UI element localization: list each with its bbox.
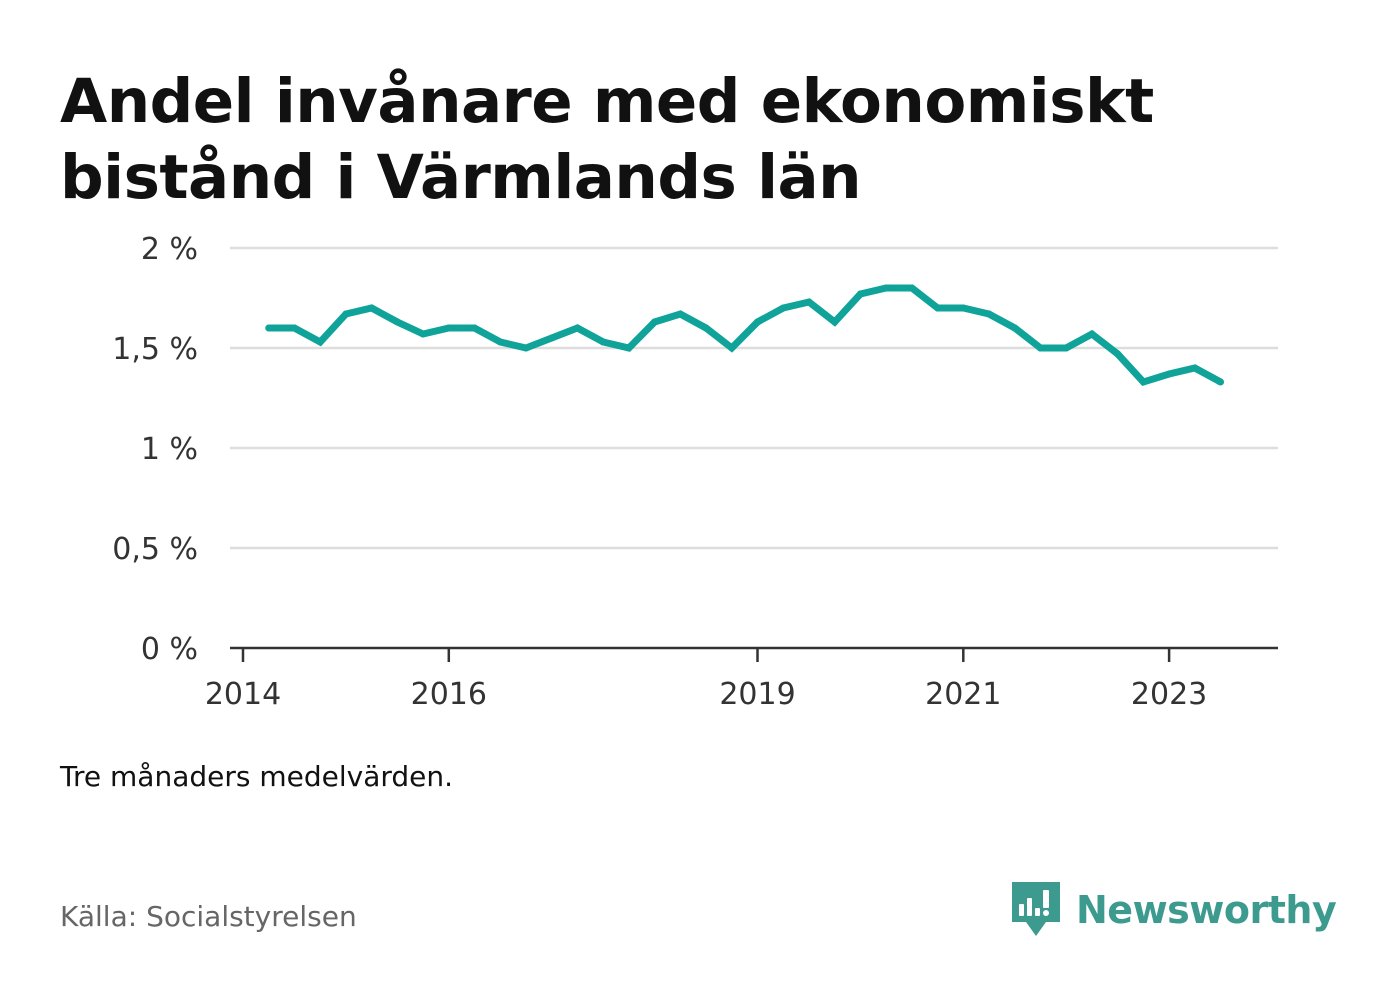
x-axis: 2014 2016 2019 2021 2023 [205,646,1278,712]
data-point [908,284,916,292]
newsworthy-logo-icon [1012,882,1060,936]
x-tick-label: 2016 [411,677,487,712]
data-point [625,344,633,352]
data-point [393,318,401,326]
x-tick-label: 2019 [719,677,795,712]
x-tick-label: 2014 [205,677,281,712]
x-tick-label: 2023 [1131,677,1207,712]
data-point [651,318,659,326]
y-tick-label: 0,5 % [112,532,198,567]
data-point [316,338,324,346]
data-point [573,324,581,332]
data-point [1191,364,1199,372]
data-point [265,324,273,332]
data-point [676,310,684,318]
data-point [445,324,453,332]
data-point [779,304,787,312]
gridlines [230,246,1278,550]
chart-footnote: Tre månaders medelvärden. [60,760,454,793]
data-point [754,318,761,326]
data-point [934,304,942,312]
data-point [1062,344,1070,352]
y-axis-labels: 0 % 0,5 % 1 % 1,5 % 2 % [112,232,198,667]
data-point [959,304,967,312]
source-note: Källa: Socialstyrelsen [60,900,357,933]
line-chart: 2014 2016 2019 2021 2023 0 % 0,5 % 1 % 1,5 % 2 % [112,232,1278,712]
x-tick-label: 2021 [925,677,1001,712]
data-point [419,330,427,338]
newsworthy-brand: Newsworthy [1010,880,1337,940]
data-point [471,324,479,332]
data-point [1139,378,1147,386]
data-point [856,290,864,298]
data-point [290,324,298,332]
data-point [831,318,839,326]
series-layer [265,284,1225,387]
brand-name: Newsworthy [1076,888,1337,932]
data-point [805,298,813,306]
data-point [548,334,556,342]
data-point [1217,378,1225,386]
data-point [522,344,530,352]
data-point [728,344,736,352]
data-point [1114,350,1122,358]
chart-title: Andel invånare med ekonomiskt bistånd i … [60,66,1154,213]
data-point [702,324,710,332]
series-line [268,284,1223,387]
data-point [985,310,993,318]
data-point [882,284,890,292]
y-tick-label: 1,5 % [112,332,198,367]
y-tick-label: 2 % [141,232,198,267]
data-point [599,338,607,346]
y-tick-label: 0 % [141,632,198,667]
data-point [342,310,350,318]
data-point [1165,370,1173,378]
data-point [1088,330,1096,338]
y-tick-label: 1 % [141,432,198,467]
data-point [1036,344,1044,352]
data-point [496,338,504,346]
data-point [368,304,376,312]
data-point [1011,324,1019,332]
